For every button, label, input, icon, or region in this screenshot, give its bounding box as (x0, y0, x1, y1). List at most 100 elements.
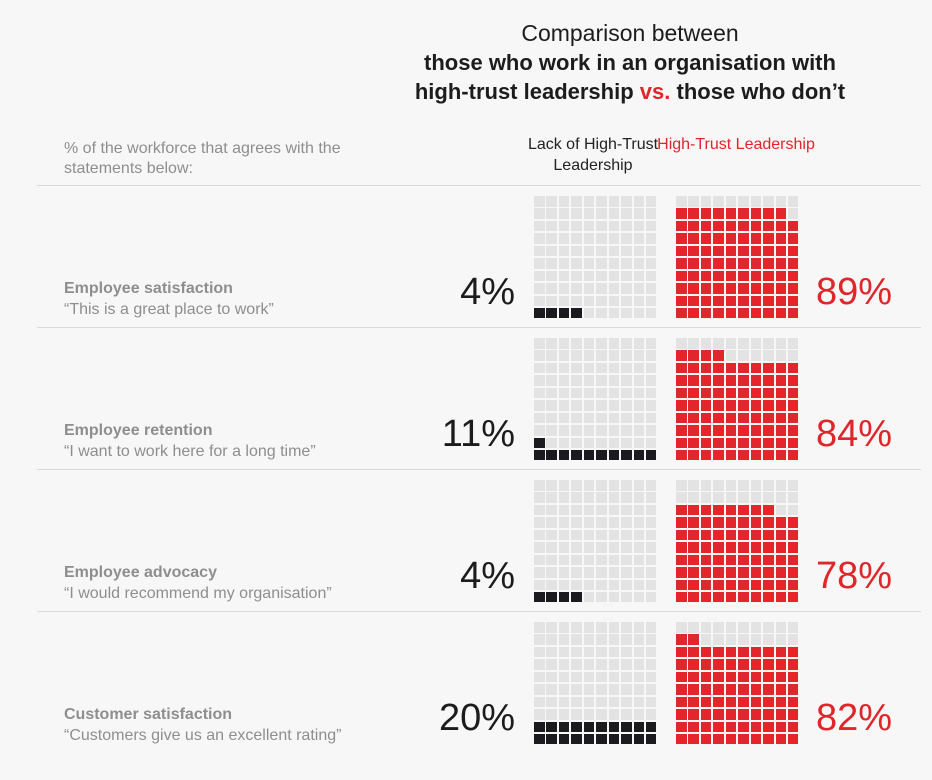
waffle-cell-filled (738, 529, 749, 541)
waffle-cell-filled (725, 437, 737, 448)
waffle-cell-empty (621, 684, 632, 695)
waffle-cell-empty (750, 338, 762, 349)
waffle-cell-filled (700, 709, 712, 720)
waffle-cell-empty (571, 245, 582, 257)
waffle-cell-empty (645, 480, 657, 491)
waffle-cell-empty (583, 696, 595, 708)
waffle-cell-filled (688, 295, 699, 306)
waffle-cell-empty (558, 492, 570, 503)
waffle-cell-empty (738, 350, 749, 361)
waffle-cell-empty (645, 245, 657, 257)
waffle-cell-filled (725, 362, 737, 374)
waffle-cell-filled (700, 567, 712, 578)
waffle-cell-filled (750, 258, 762, 269)
waffle-cell-empty (608, 233, 620, 244)
waffle-cell-empty (596, 412, 607, 424)
waffle-cell-filled (738, 245, 749, 257)
waffle-cell-filled (763, 517, 774, 528)
waffle-cell-filled (688, 233, 699, 244)
waffle-cell-filled (676, 567, 687, 578)
waffle-cell-filled (688, 554, 699, 566)
waffle-cell-filled (725, 258, 737, 269)
waffle-cell-filled (787, 437, 799, 448)
waffle-cell-filled (750, 659, 762, 670)
waffle-grid-high (676, 480, 799, 603)
waffle-cell-filled (750, 579, 762, 590)
column-header-lack: Lack of High-Trust Leadership (527, 136, 659, 174)
waffle-cell-empty (621, 338, 632, 349)
waffle-cell-empty (608, 338, 620, 349)
waffle-cell-filled (713, 387, 724, 399)
waffle-cell-filled (763, 567, 774, 578)
waffle-cell-empty (633, 579, 644, 590)
waffle-cell-empty (546, 579, 557, 590)
waffle-cell-empty (645, 709, 657, 720)
waffle-cell-empty (787, 196, 799, 207)
waffle-cell-empty (608, 283, 620, 294)
waffle-cell-filled (775, 721, 786, 732)
waffle-cell-empty (608, 542, 620, 553)
waffle-cell-filled (725, 529, 737, 541)
waffle-cell-empty (645, 220, 657, 232)
waffle-cell-empty (608, 362, 620, 374)
waffle-cell-filled (775, 579, 786, 590)
waffle-cell-empty (645, 579, 657, 590)
waffle-cell-empty (750, 480, 762, 491)
waffle-cell-empty (763, 196, 774, 207)
waffle-cell-empty (775, 504, 786, 516)
waffle-cell-filled (700, 684, 712, 695)
waffle-cell-filled (738, 307, 749, 319)
waffle-cell-filled (596, 721, 607, 732)
waffle-cell-empty (608, 634, 620, 645)
waffle-cell-empty (608, 671, 620, 683)
waffle-cell-filled (676, 350, 687, 361)
waffle-cell-empty (688, 338, 699, 349)
waffle-cell-filled (700, 646, 712, 658)
waffle-cell-empty (621, 196, 632, 207)
waffle-cell-filled (775, 542, 786, 553)
waffle-cell-empty (571, 400, 582, 411)
subheading: % of the workforce that agrees with the … (64, 140, 341, 177)
waffle-cell-filled (596, 449, 607, 461)
waffle-cell-empty (583, 387, 595, 399)
waffle-cell-filled (750, 437, 762, 448)
title-vs: vs. (639, 79, 671, 104)
waffle-cell-empty (596, 709, 607, 720)
waffle-cell-empty (583, 425, 595, 436)
waffle-cell-filled (725, 696, 737, 708)
waffle-cell-empty (571, 517, 582, 528)
waffle-cell-filled (713, 671, 724, 683)
waffle-cell-filled (787, 671, 799, 683)
waffle-cell-filled (763, 721, 774, 732)
waffle-cell-filled (763, 412, 774, 424)
waffle-cell-filled (688, 721, 699, 732)
waffle-cell-filled (676, 696, 687, 708)
waffle-cell-filled (676, 283, 687, 294)
waffle-cell-filled (763, 387, 774, 399)
waffle-cell-filled (700, 504, 712, 516)
waffle-cell-filled (688, 208, 699, 219)
waffle-cell-filled (750, 270, 762, 282)
waffle-cell-filled (738, 684, 749, 695)
waffle-cell-empty (546, 362, 557, 374)
waffle-cell-filled (787, 554, 799, 566)
waffle-cell-filled (713, 425, 724, 436)
waffle-cell-empty (645, 517, 657, 528)
waffle-cell-filled (750, 696, 762, 708)
comparison-row: Employee retention “I want to work here f… (0, 328, 932, 462)
waffle-cell-filled (688, 400, 699, 411)
waffle-cell-empty (558, 350, 570, 361)
waffle-cell-filled (725, 375, 737, 386)
waffle-cell-empty (645, 270, 657, 282)
waffle-cell-empty (558, 517, 570, 528)
waffle-cell-filled (700, 233, 712, 244)
waffle-cell-filled (700, 696, 712, 708)
waffle-cell-empty (608, 684, 620, 695)
waffle-cell-empty (546, 220, 557, 232)
waffle-cell-filled (787, 733, 799, 745)
waffle-cell-filled (676, 295, 687, 306)
waffle-cell-empty (558, 208, 570, 219)
waffle-cell-empty (534, 480, 545, 491)
waffle-cell-empty (621, 400, 632, 411)
waffle-cell-filled (596, 733, 607, 745)
